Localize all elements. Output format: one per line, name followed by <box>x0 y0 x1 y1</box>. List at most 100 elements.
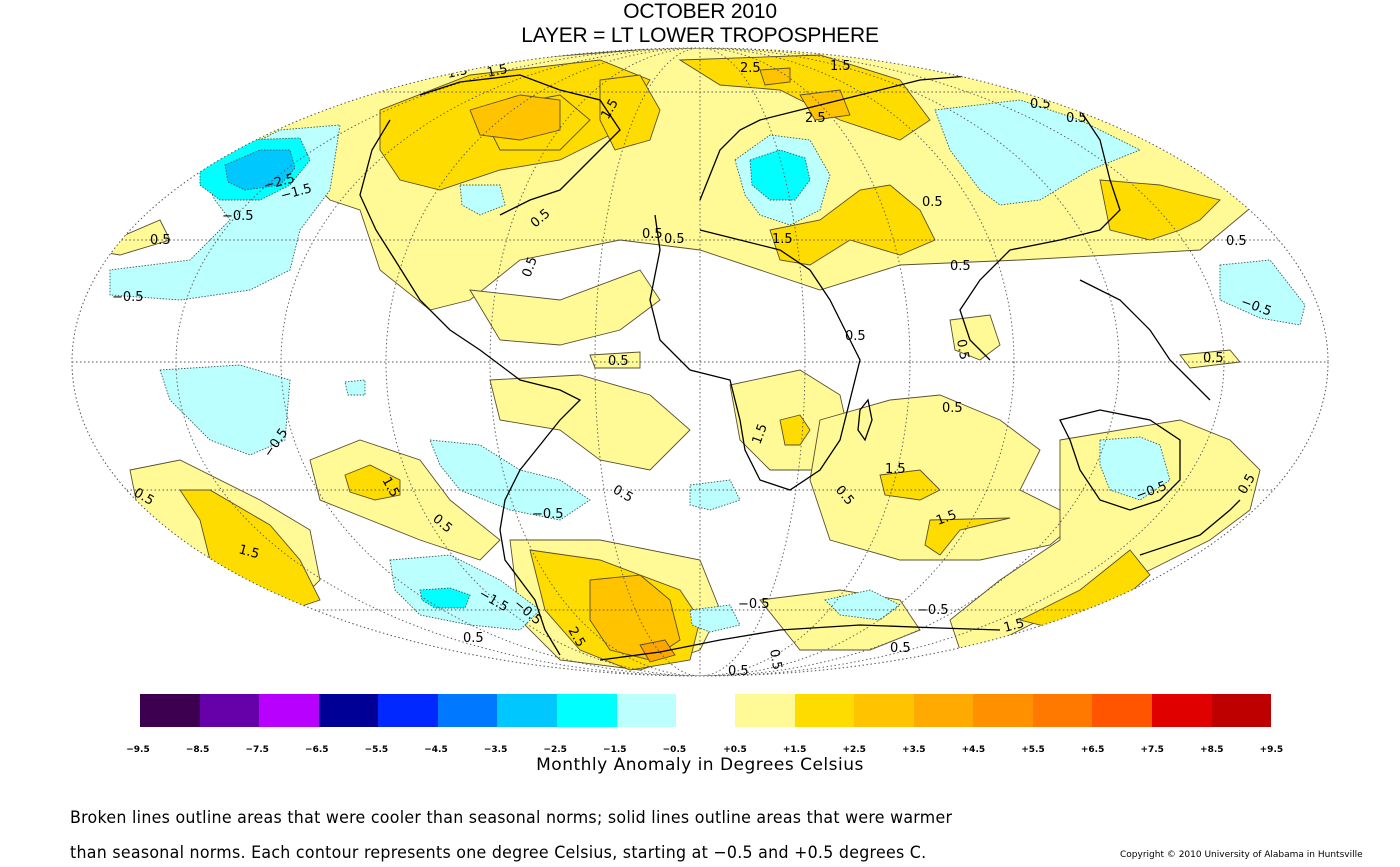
coastline <box>699 74 1121 361</box>
anomaly-region <box>1099 436 1171 501</box>
contour-label: 0.5 <box>942 401 963 416</box>
coastline <box>1079 279 1211 401</box>
colorbar-swatch <box>259 694 319 727</box>
contour-label: 1.5 <box>486 62 509 81</box>
contour-label: 0.5 <box>922 195 943 210</box>
anomaly-region <box>179 489 321 611</box>
contour-label: 1.5 <box>750 422 771 447</box>
meridian-line <box>175 48 1225 676</box>
anomaly-region <box>824 589 901 621</box>
colorbar-tick-label: −1.5 <box>603 745 627 755</box>
graticule <box>72 48 1328 676</box>
colorbar-swatch <box>735 694 795 727</box>
colorbar-swatch <box>913 694 974 727</box>
anomaly-region <box>459 184 506 216</box>
colorbar-tick-label: −5.5 <box>364 745 389 755</box>
contour-label: 0.5 <box>728 664 749 679</box>
meridian-line <box>280 48 1120 676</box>
anomaly-region <box>934 99 1142 206</box>
colorbar-tick-label: +9.5 <box>1259 745 1284 755</box>
anomaly-region <box>429 439 591 521</box>
meridian-line <box>594 48 806 676</box>
contour-label: 1.5 <box>1002 616 1026 636</box>
colorbar-swatch <box>556 694 617 727</box>
coastline <box>857 398 873 442</box>
coastline <box>1059 409 1181 511</box>
contour-label: 0.5 <box>1203 351 1224 366</box>
anomaly-region <box>949 314 1001 361</box>
colorbar-swatch <box>318 694 379 727</box>
colorbar-swatch <box>437 694 498 727</box>
contour-label: −0.5 <box>738 597 770 612</box>
contour-label: 0.5 <box>463 631 484 646</box>
contour-label: 0.5 <box>1030 97 1051 112</box>
contour-label: 0.5 <box>1066 111 1087 126</box>
map-subtitle-layer: LAYER = LT LOWER TROPOSPHERE <box>521 24 879 47</box>
colorbar-swatch <box>378 694 438 727</box>
contour-label: −0.5 <box>112 290 144 305</box>
contour-label: 0.5 <box>766 648 784 671</box>
contour-label: −0.5 <box>917 603 949 618</box>
coastline <box>1139 499 1241 556</box>
footnote-line-1: Broken lines outline areas that were coo… <box>70 808 953 828</box>
contour-label: 0.5 <box>1226 234 1247 249</box>
map-title: OCTOBER 2010 <box>623 0 777 23</box>
colorbar-tick-label: +5.5 <box>1021 745 1045 755</box>
contour-label: 0.5 <box>642 227 663 242</box>
colorbar-swatch <box>1032 694 1093 727</box>
contour-label: 2.5 <box>805 111 826 126</box>
colorbar-tick-label: −0.5 <box>662 745 687 755</box>
meridian-line <box>385 48 1015 676</box>
anomaly-region <box>489 374 691 471</box>
anomaly-region <box>779 414 811 446</box>
colorbar-swatch <box>794 694 855 727</box>
contour-label: 1.5 <box>885 462 906 477</box>
coastline <box>359 119 582 656</box>
anomaly-region <box>344 379 366 396</box>
copyright: Copyright © 2010 University of Alabama i… <box>1120 850 1363 860</box>
anomaly-region <box>389 554 541 631</box>
colorbar-tick-label: −7.5 <box>245 745 269 755</box>
colorbar-tick-label: +4.5 <box>961 745 986 755</box>
coastlines <box>359 74 1241 661</box>
colorbar-tick-label: +7.5 <box>1140 745 1164 755</box>
colorbar-tick-label: −4.5 <box>424 745 448 755</box>
anomaly-region <box>469 269 661 346</box>
contour-label: 0.5 <box>150 233 171 248</box>
colorbar-swatch <box>140 694 200 727</box>
colorbar-swatch <box>1211 694 1272 727</box>
contour-label: 0.5 <box>845 329 866 344</box>
anomaly-region <box>599 74 661 151</box>
anomaly-region <box>759 67 791 86</box>
colorbar-swatch <box>854 694 914 727</box>
contour-label: 1.5 <box>237 542 261 562</box>
contour-label: 0.5 <box>520 255 541 280</box>
colorbar-label: Monthly Anomaly in Degrees Celsius <box>536 755 864 775</box>
colorbar-swatch <box>973 694 1033 727</box>
anomaly-region <box>419 587 471 609</box>
contour-label: 2.5 <box>740 61 761 76</box>
anomaly-region <box>689 479 741 511</box>
anomaly-region <box>589 351 641 369</box>
colorbar-swatch <box>616 694 677 727</box>
anomaly-region <box>1099 179 1221 241</box>
contour-label: 1.5 <box>934 508 959 529</box>
coastline <box>599 624 1001 661</box>
contour-label: 0.5 <box>890 641 911 656</box>
colorbar-tick-label: −8.5 <box>185 745 210 755</box>
colorbar-tick-label: +6.5 <box>1080 745 1105 755</box>
colorbar-negative <box>140 694 677 727</box>
meridian-line <box>489 48 911 676</box>
colorbar-tick-label: −3.5 <box>483 745 508 755</box>
anomaly-region <box>799 89 851 121</box>
anomaly-region <box>224 149 296 191</box>
anomaly-region <box>639 639 676 663</box>
colorbar-tick-label: +0.5 <box>723 745 747 755</box>
anomaly-regions <box>88 48 1306 671</box>
contour-label: 1.5 <box>830 59 851 74</box>
anomaly-region <box>924 517 1011 556</box>
footnote-line-2: than seasonal norms. Each contour repres… <box>70 843 927 863</box>
contour-label: 0.5 <box>953 338 971 361</box>
contour-label: 0.5 <box>950 259 971 274</box>
anomaly-region <box>1219 259 1306 326</box>
